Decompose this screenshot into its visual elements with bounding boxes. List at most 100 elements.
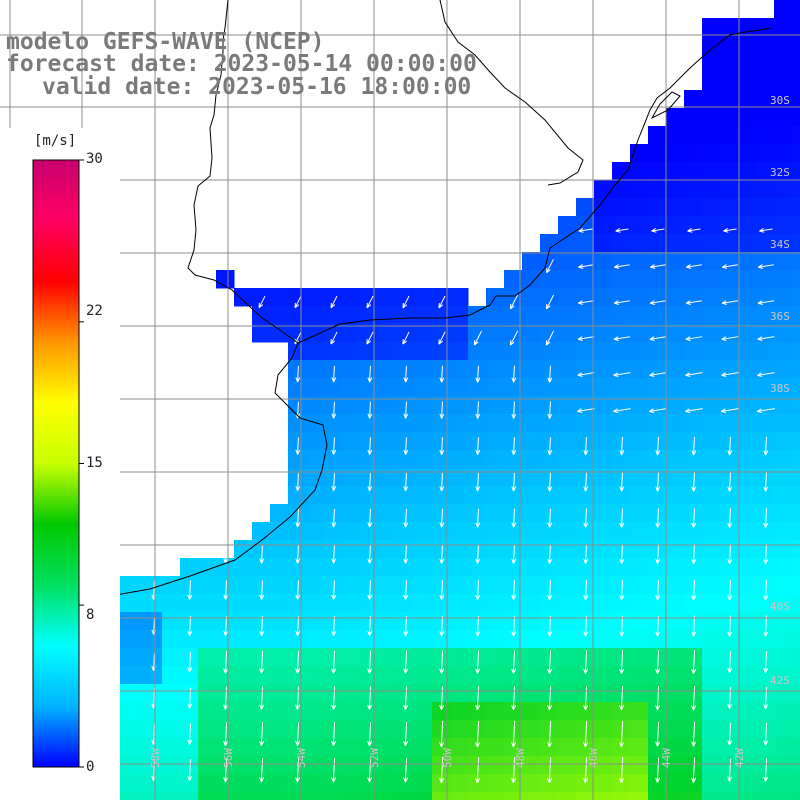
speed-cell [792,126,800,145]
wind-arrow [685,336,703,341]
speed-cell [450,306,469,325]
speed-cell [522,540,541,559]
wind-arrow [763,508,769,528]
speed-cell [414,594,433,613]
speed-cell [648,540,667,559]
speed-cell [144,684,163,703]
speed-cell [504,612,523,631]
speed-cell [414,720,433,739]
speed-cell [756,378,775,397]
speed-cell [540,234,559,253]
speed-cell [648,738,667,757]
speed-cell [198,720,217,739]
speed-cell [702,306,721,325]
speed-cell [594,612,613,631]
wind-arrow [403,508,409,528]
speed-cell [468,756,487,775]
wind-arrow [475,650,481,674]
speed-cell [432,666,451,685]
speed-cell [378,396,397,415]
wind-arrow [187,651,193,673]
speed-cell [450,432,469,451]
speed-cell [252,612,271,631]
speed-cell [216,576,235,595]
speed-cell [576,522,595,541]
speed-cell [684,126,703,145]
speed-cell [756,36,775,55]
speed-cell [774,252,793,271]
speed-cell [378,756,397,775]
speed-cell [414,360,433,379]
colorbar-tick-label: 22 [86,303,103,319]
wind-arrow [763,544,769,565]
speed-cell [468,378,487,397]
speed-cell [702,90,721,109]
speed-cell [486,486,505,505]
wind-arrow [331,365,337,383]
speed-cell [576,450,595,469]
wind-arrow [403,401,409,419]
speed-cell [198,666,217,685]
speed-cell [756,180,775,199]
speed-cell [648,162,667,181]
speed-cell [540,702,559,721]
speed-cell [774,576,793,595]
wind-arrow [511,508,517,528]
speed-cell [504,342,523,361]
speed-cell [378,630,397,649]
speed-cell [324,702,343,721]
speed-cell [540,486,559,505]
speed-cell [612,684,631,703]
speed-cell [342,342,361,361]
speed-cell [738,738,757,757]
speed-cell [540,648,559,667]
speed-cell [468,558,487,577]
speed-cell [396,324,415,343]
wind-arrow [509,294,519,310]
speed-cell [288,684,307,703]
wind-arrow [614,264,630,269]
speed-cell [144,612,163,631]
speed-cell [468,306,487,325]
speed-cell [126,612,145,631]
speed-cell [756,666,775,685]
speed-cell [324,378,343,397]
speed-cell [792,396,800,415]
speed-cell [540,576,559,595]
speed-cell [594,774,613,793]
wind-arrow [439,365,445,383]
wind-arrow [547,720,552,748]
speed-cell [666,558,685,577]
wind-arrow [295,437,301,455]
wind-arrow [403,473,409,492]
speed-cell [792,54,800,73]
speed-cell [324,432,343,451]
title-valid-date: valid date: 2023-05-16 18:00:00 [42,74,472,100]
speed-cell [396,306,415,325]
speed-cell [738,666,757,685]
speed-cell [468,324,487,343]
wind-arrow [583,720,588,748]
speed-cell [720,378,739,397]
speed-cell [126,720,145,739]
speed-cell [432,594,451,613]
speed-cell [378,486,397,505]
speed-cell [396,342,415,361]
wind-arrow [475,508,481,528]
longitude-label: 48W [514,748,527,768]
speed-cell [162,576,181,595]
speed-cell [702,198,721,217]
speed-cell [738,72,757,91]
wind-arrow [187,759,193,781]
speed-cell [396,396,415,415]
wind-arrow [685,300,703,305]
speed-cell [756,144,775,163]
wind-arrow [259,616,265,636]
speed-cell [576,378,595,397]
speed-cell [180,684,199,703]
speed-cell [684,702,703,721]
speed-cell [324,612,343,631]
speed-cell [468,738,487,757]
longitude-label: 42W [733,748,746,768]
speed-cell [180,792,199,800]
